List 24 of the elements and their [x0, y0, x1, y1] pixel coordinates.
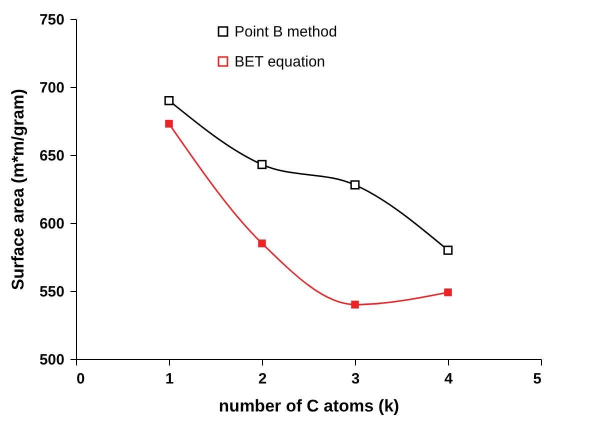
y-axis-title: Surface area (m*m/gram) — [8, 88, 28, 290]
point — [443, 246, 453, 255]
legend-label: BET equation — [234, 54, 326, 70]
x-axis-title: number of C atoms (k) — [218, 396, 400, 416]
x-tick-label: 3 — [351, 370, 360, 388]
point — [350, 180, 360, 190]
point — [444, 288, 452, 296]
x-tick-label: 1 — [165, 370, 174, 388]
y-tick-label: 650 — [39, 148, 64, 164]
x-tick-label: 4 — [444, 370, 454, 388]
legend-label: Point B method — [234, 24, 338, 40]
point — [165, 120, 173, 128]
point — [258, 240, 266, 248]
y-tick-label: 550 — [39, 284, 64, 300]
y-tick-label: 700 — [39, 80, 64, 96]
y-tick-label: 600 — [39, 216, 64, 232]
point — [257, 160, 267, 170]
point — [164, 96, 174, 106]
point — [351, 300, 359, 308]
x-tick-label: 5 — [533, 370, 542, 388]
y-tick-label: 500 — [39, 352, 64, 368]
x-tick-label: 0 — [76, 370, 85, 388]
y-tick-label: 750 — [39, 12, 64, 28]
x-tick-label: 2 — [258, 370, 267, 388]
